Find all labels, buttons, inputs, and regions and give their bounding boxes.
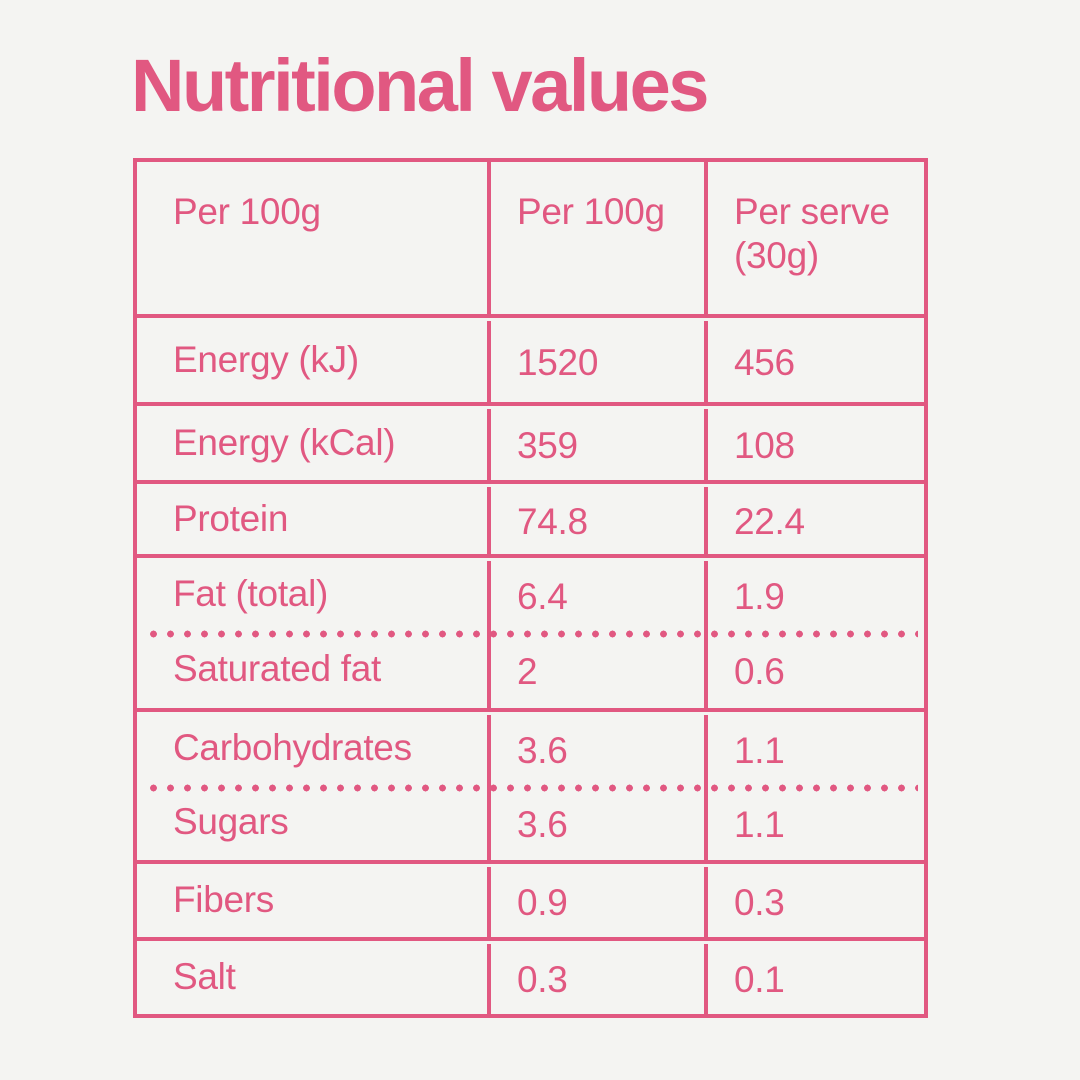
row-value-per-serve: 22.4	[704, 487, 924, 557]
row-value-per100g: 359	[487, 409, 704, 483]
table-row-fat-total: Fat (total) 6.4 1.9	[137, 554, 924, 633]
row-value-per-serve: 1.1	[704, 787, 924, 863]
row-label: Saturated fat	[173, 647, 381, 689]
table-row-fibers: Fibers 0.9 0.3	[137, 860, 924, 940]
dotted-divider	[143, 630, 918, 638]
header-cell-label-column: Per 100g	[173, 191, 321, 232]
row-value-per-serve: 0.1	[704, 944, 924, 1017]
row-label: Energy (kJ)	[173, 338, 359, 380]
row-value-per100g: 3.6	[487, 787, 704, 863]
header-cell-per100g: Per 100g	[487, 162, 704, 314]
row-value-per100g: 6.4	[487, 561, 704, 633]
row-value-per100g: 2	[487, 633, 704, 711]
row-value-per100g: 0.3	[487, 944, 704, 1017]
row-label: Protein	[173, 497, 289, 539]
table-row-energy-kj: Energy (kJ) 1520 456	[137, 314, 924, 405]
row-label: Salt	[173, 956, 236, 998]
row-value-per-serve: 456	[704, 321, 924, 405]
row-label: Energy (kCal)	[173, 421, 396, 463]
page-title: Nutritional values	[131, 44, 709, 127]
row-label: Sugars	[173, 800, 289, 842]
row-value-per-serve: 1.1	[704, 715, 924, 787]
dotted-divider	[143, 784, 918, 792]
table-row-carbohydrates: Carbohydrates 3.6 1.1	[137, 708, 924, 787]
header-cell-per-serve: Per serve (30g)	[704, 162, 924, 314]
table-row-sugars: Sugars 3.6 1.1	[137, 784, 924, 863]
row-value-per100g: 3.6	[487, 715, 704, 787]
table-row-protein: Protein 74.8 22.4	[137, 480, 924, 557]
row-label: Fat (total)	[173, 572, 329, 614]
table-header-row: Per 100g Per 100g Per serve (30g)	[137, 162, 924, 314]
row-value-per-serve: 1.9	[704, 561, 924, 633]
row-value-per-serve: 0.3	[704, 867, 924, 940]
row-value-per-serve: 0.6	[704, 633, 924, 711]
table-row-saturated-fat: Saturated fat 2 0.6	[137, 630, 924, 711]
row-value-per-serve: 108	[704, 409, 924, 483]
row-value-per100g: 0.9	[487, 867, 704, 940]
row-label: Fibers	[173, 879, 274, 921]
row-value-per100g: 74.8	[487, 487, 704, 557]
row-label: Carbohydrates	[173, 726, 412, 768]
table-row-salt: Salt 0.3 0.1	[137, 937, 924, 1017]
nutrition-table: Per 100g Per 100g Per serve (30g) Energy…	[133, 158, 928, 1018]
row-value-per100g: 1520	[487, 321, 704, 405]
table-row-energy-kcal: Energy (kCal) 359 108	[137, 402, 924, 483]
